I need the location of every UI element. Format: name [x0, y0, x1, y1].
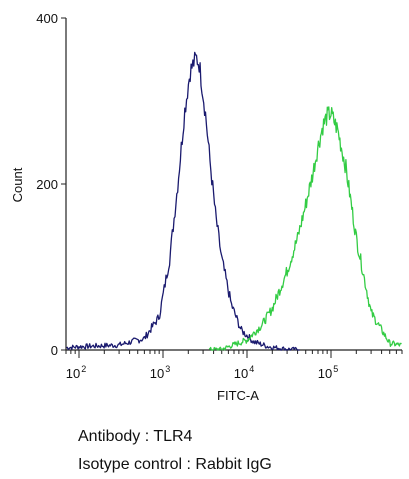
flow-cytometry-histogram: 0 200 400 102 103 104 105 FITC-A Count [10, 11, 403, 400]
isotype-histogram-line [66, 51, 300, 351]
y-axis-label: Count [10, 167, 25, 202]
y-ticks: 0 200 400 [36, 11, 66, 358]
antibody-histogram-line [208, 106, 402, 351]
x-tick-label: 105 [318, 364, 338, 381]
x-tick-label: 104 [234, 364, 254, 381]
y-tick-label: 200 [36, 177, 58, 192]
x-tick-label: 102 [66, 364, 86, 381]
y-tick-label: 0 [51, 343, 58, 358]
x-tick-label: 103 [150, 364, 170, 381]
series-layer [66, 51, 402, 351]
x-axis-label: FITC-A [217, 388, 259, 400]
isotype-caption: Isotype control : Rabbit IgG [78, 456, 272, 473]
antibody-caption: Antibody : TLR4 [78, 428, 193, 445]
x-ticks: 102 103 104 105 [65, 350, 403, 381]
y-tick-label: 400 [36, 11, 58, 26]
plot-frame [65, 18, 402, 351]
